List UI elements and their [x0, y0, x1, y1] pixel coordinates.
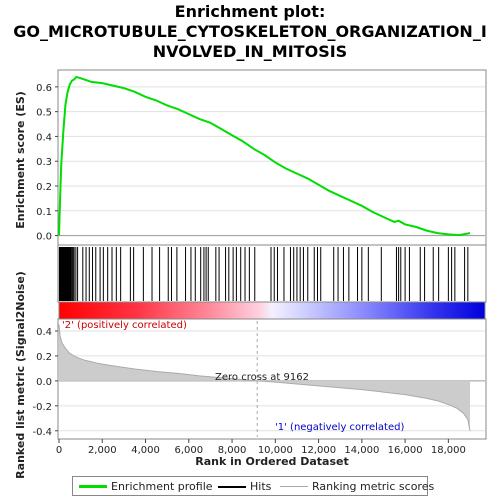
legend-es-label: Enrichment profile	[111, 480, 213, 493]
metric-y-axis-label: Ranked list metric (Signal2Noise)	[14, 271, 27, 479]
metric-x-tick-label: 2,000	[88, 445, 117, 456]
es-y-tick-label: 0.3	[36, 157, 52, 168]
hits-group	[58, 247, 469, 301]
negative-correlation-label: '1' (negatively correlated)	[275, 422, 404, 433]
es-panel-frame	[57, 69, 487, 246]
metric-x-tick-label: 0	[56, 445, 62, 456]
metric-y-ticks: -0.4 -0.2 0.0 0.2 0.4	[32, 327, 58, 438]
metric-x-tick-label: 10,000	[258, 445, 293, 456]
metric-y-tick-label: -0.2	[32, 402, 52, 413]
metric-x-tick-label: 12,000	[301, 445, 336, 456]
metric-y-tick-label: -0.4	[32, 427, 52, 438]
legend-hits-swatch	[218, 486, 246, 488]
metric-x-axis-label: Rank in Ordered Dataset	[195, 455, 349, 468]
es-y-ticks: 0.0 0.1 0.2 0.3 0.4 0.5 0.6	[36, 83, 58, 243]
positive-correlation-label: '2' (positively correlated)	[62, 320, 187, 331]
chart-title-line-3: NVOLVED_IN_MITOSIS	[153, 42, 347, 61]
es-y-tick-label: 0.0	[36, 232, 52, 243]
legend: Enrichment profile Hits Ranking metric s…	[72, 476, 434, 496]
es-grid	[59, 86, 485, 237]
metric-x-tick-label: 16,000	[388, 445, 423, 456]
es-y-tick-label: 0.5	[36, 108, 52, 119]
metric-x-tick-label: 6,000	[174, 445, 203, 456]
es-y-axis-label: Enrichment score (ES)	[14, 91, 27, 229]
metric-x-tick-label: 4,000	[131, 445, 160, 456]
chart-title-line-2: GO_MICROTUBULE_CYTOSKELETON_ORGANIZATION…	[13, 22, 487, 41]
es-y-tick-label: 0.1	[36, 207, 52, 218]
es-y-tick-label: 0.6	[36, 83, 52, 94]
ranking-metric-line	[58, 324, 471, 431]
ranking-heatmap-strip	[58, 301, 486, 320]
metric-x-tick-label: 18,000	[431, 445, 466, 456]
metric-y-tick-label: 0.2	[36, 352, 52, 363]
es-y-tick-label: 0.4	[36, 132, 52, 143]
es-y-tick-label: 0.2	[36, 182, 52, 193]
zero-cross-label: Zero cross at 9162	[215, 372, 309, 383]
metric-x-tick-label: 14,000	[344, 445, 379, 456]
legend-metric-swatch	[280, 486, 308, 487]
legend-es-swatch	[79, 485, 107, 488]
ranking-metric-area	[59, 324, 470, 431]
legend-hits-label: Hits	[250, 480, 272, 493]
enrichment-profile-line	[58, 75, 471, 237]
metric-y-tick-label: 0.4	[36, 327, 52, 338]
metric-x-ticks: 0 2,000 4,000 6,000 8,000 10,000 12,000 14,000 1…	[56, 439, 466, 456]
metric-x-tick-label: 8,000	[218, 445, 247, 456]
metric-y-tick-label: 0.0	[36, 377, 52, 388]
legend-metric-label: Ranking metric scores	[312, 480, 435, 493]
chart-title-line-1: Enrichment plot:	[175, 2, 326, 21]
hits-panel-frame	[57, 244, 487, 303]
